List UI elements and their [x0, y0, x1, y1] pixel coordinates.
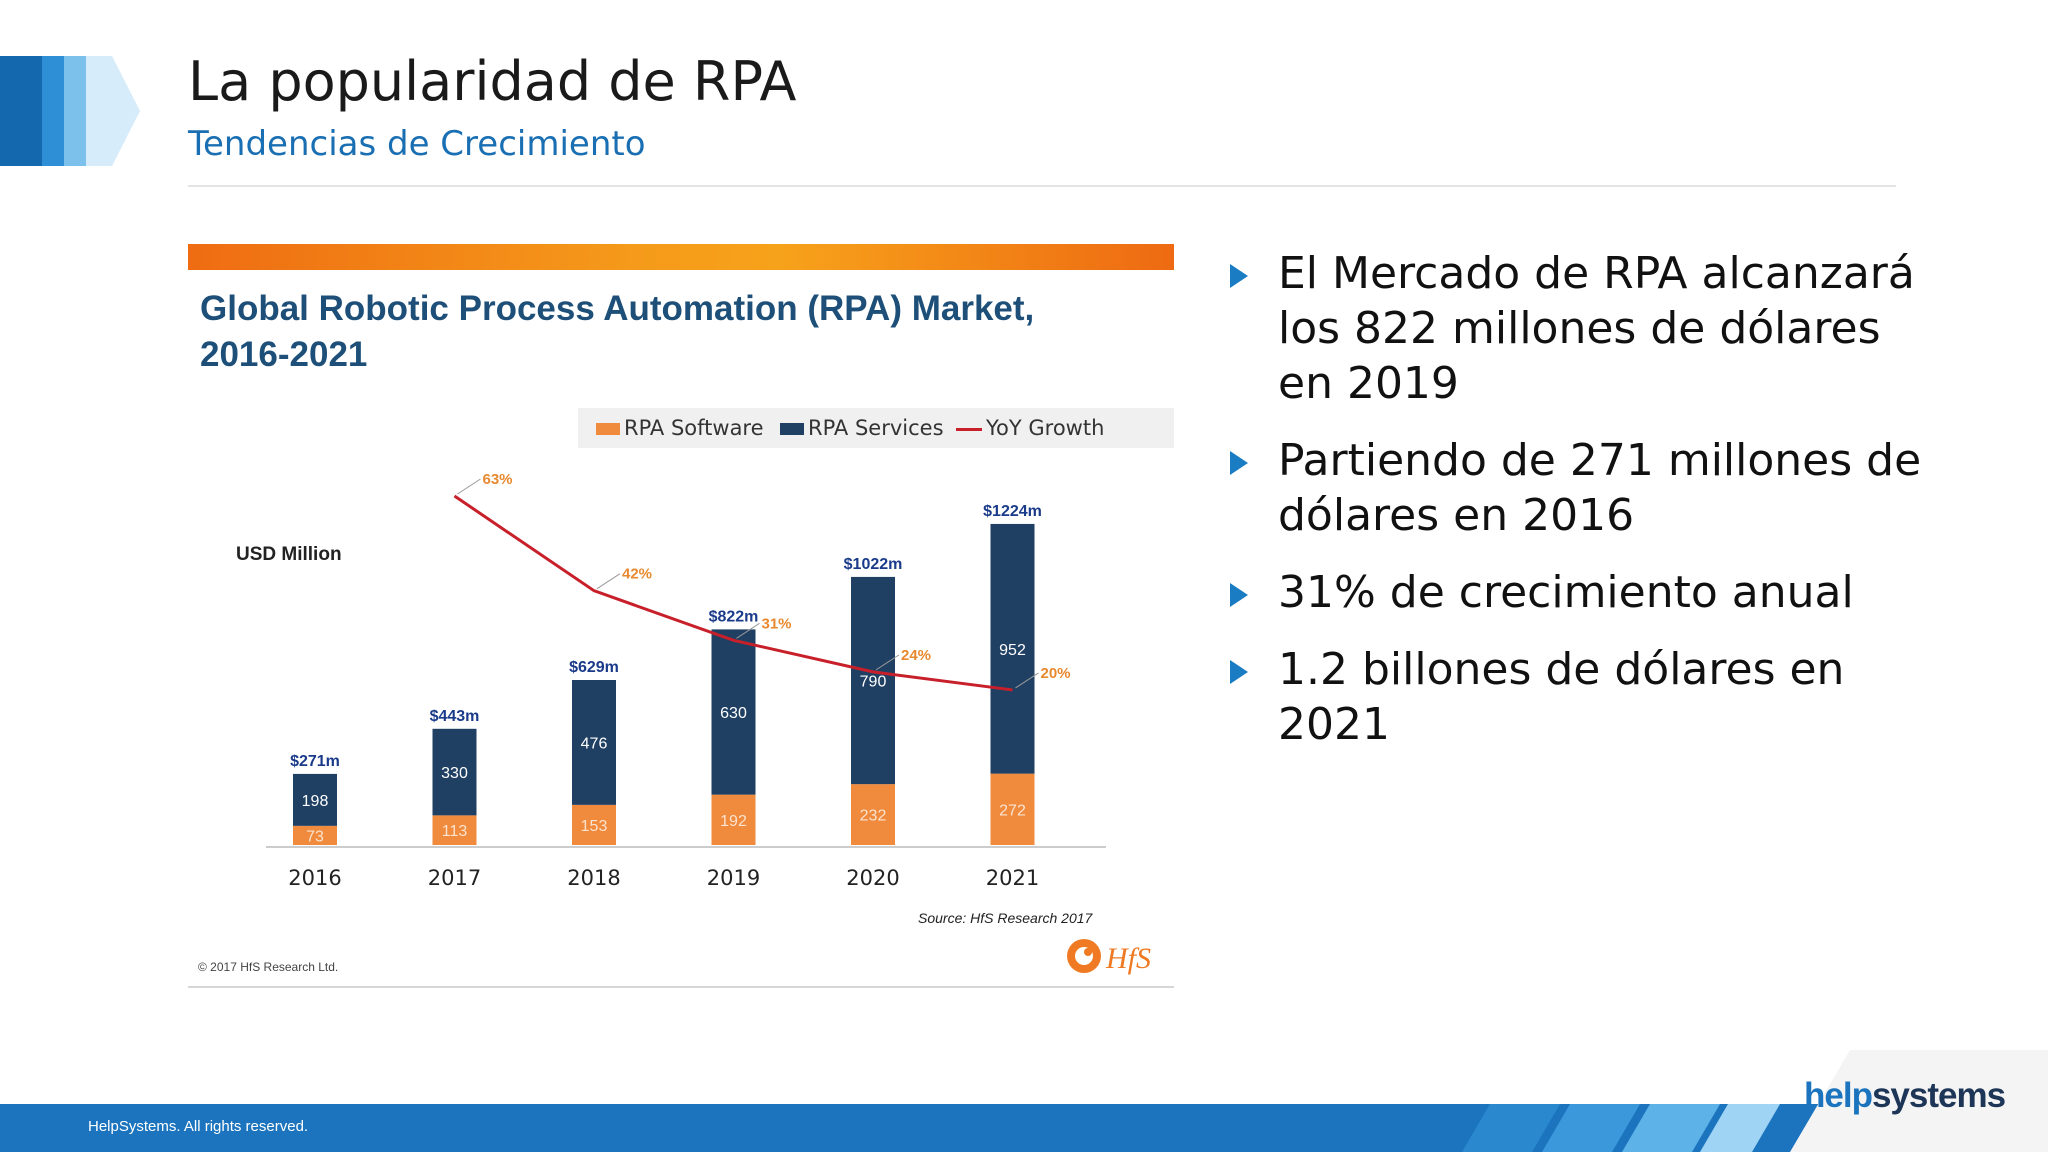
growth-leader-2018 — [596, 573, 621, 590]
growth-leader-2021 — [1015, 672, 1039, 689]
hfs-logo: HfS — [1067, 939, 1151, 975]
rpa-market-chart: Global Robotic Process Automation (RPA) … — [188, 244, 1174, 988]
growth-leader-2017 — [457, 478, 481, 495]
legend-swatch-services — [780, 423, 804, 435]
chart-legend: RPA Software RPA Services YoY Growth — [578, 408, 1174, 448]
bullet-arrow-icon — [1230, 583, 1248, 607]
chart-plot: 73 198 $271m 2016 113 330 $443m 2017 153 476 $629m… — [266, 471, 1106, 890]
growth-leader-2020 — [875, 654, 900, 671]
bar-services-2021 — [990, 523, 1035, 774]
data-label-software-2017: 113 — [442, 823, 468, 840]
data-label-software-2018: 153 — [581, 818, 608, 835]
legend-item-growth: YoY Growth — [956, 416, 1104, 440]
bullet-item: 1.2 billones de dólares en 2021 — [1230, 642, 1930, 752]
growth-label-2021: 20% — [1041, 665, 1071, 682]
bar-software-2021 — [990, 773, 1035, 845]
data-label-software-2021: 272 — [999, 802, 1026, 819]
header-divider — [188, 185, 1896, 187]
total-label-2017: $443m — [430, 708, 480, 725]
bullet-list: El Mercado de RPA alcanzará los 822 mill… — [1230, 246, 1930, 774]
data-label-services-2020: 790 — [860, 674, 887, 691]
data-label-services-2019: 630 — [720, 705, 747, 722]
x-tick-label-2016: 2016 — [288, 866, 341, 890]
growth-label-2017: 63% — [483, 471, 513, 488]
bar-services-2016 — [293, 773, 337, 826]
bullet-arrow-icon — [1230, 264, 1248, 288]
data-label-software-2019: 192 — [720, 813, 747, 830]
x-tick-label-2020: 2020 — [846, 866, 899, 890]
bar-software-2019 — [711, 794, 756, 845]
total-label-2019: $822m — [709, 608, 759, 625]
data-label-services-2021: 952 — [999, 642, 1026, 659]
bar-services-2019 — [711, 629, 756, 795]
logo-systems-text: systems — [1871, 1076, 2006, 1115]
bullet-item: 31% de crecimiento anual — [1230, 565, 1930, 620]
growth-label-2020: 24% — [901, 647, 931, 664]
bullet-text: El Mercado de RPA alcanzará los 822 mill… — [1278, 248, 1915, 409]
bullet-arrow-icon — [1230, 451, 1248, 475]
bullet-text: 31% de crecimiento anual — [1278, 567, 1854, 618]
total-label-2020: $1022m — [844, 556, 903, 573]
total-label-2018: $629m — [569, 659, 619, 676]
bullet-arrow-icon — [1230, 660, 1248, 684]
bar-software-2017 — [432, 815, 477, 845]
growth-leader-2019 — [736, 622, 760, 639]
bar-software-2016 — [293, 825, 337, 845]
chart-banner-stripe — [188, 244, 1174, 270]
bar-services-2017 — [432, 728, 477, 816]
chart-heading-line1: Global Robotic Process Automation (RPA) … — [200, 289, 1035, 328]
svg-text:HfS: HfS — [1105, 942, 1151, 975]
chart-source: Source: HfS Research 2017 — [918, 910, 1093, 926]
chart-heading: Global Robotic Process Automation (RPA) … — [200, 286, 1160, 378]
bar-services-2018 — [572, 680, 616, 805]
helpsystems-logo: helpsystems — [1804, 1076, 2006, 1116]
bullet-text: 1.2 billones de dólares en 2021 — [1278, 644, 1845, 750]
footer-decoration — [1462, 1050, 2048, 1152]
total-label-2016: $271m — [290, 753, 340, 770]
footer-rights: HelpSystems. All rights reserved. — [88, 1118, 309, 1135]
bullet-text: Partiendo de 271 millones de dólares en … — [1278, 435, 1922, 541]
bar-software-2018 — [572, 804, 616, 845]
legend-label-growth: YoY Growth — [986, 416, 1105, 440]
data-label-services-2017: 330 — [441, 765, 468, 782]
bullet-item: Partiendo de 271 millones de dólares en … — [1230, 433, 1930, 543]
y-unit-label: USD Million — [236, 544, 342, 565]
page-title: La popularidad de RPA — [188, 50, 797, 113]
total-label-2021: $1224m — [983, 503, 1042, 520]
x-tick-label-2021: 2021 — [986, 866, 1039, 890]
growth-label-2019: 31% — [762, 615, 792, 632]
growth-label-2018: 42% — [622, 566, 652, 583]
legend-line-growth — [956, 427, 982, 431]
bar-software-2020 — [851, 784, 895, 845]
legend-label-services: RPA Services — [808, 416, 944, 440]
legend-item-software: RPA Software — [596, 416, 764, 440]
legend-item-services: RPA Services — [780, 416, 944, 440]
chart-copyright: © 2017 HfS Research Ltd. — [198, 960, 339, 974]
x-tick-label-2017: 2017 — [428, 866, 481, 890]
header-accent-graphic — [0, 56, 140, 166]
data-label-software-2020: 232 — [860, 808, 887, 825]
chart-heading-line2: 2016-2021 — [200, 335, 368, 374]
page-subtitle: Tendencias de Crecimiento — [188, 124, 646, 164]
x-tick-label-2018: 2018 — [567, 866, 620, 890]
x-tick-label-2019: 2019 — [707, 866, 760, 890]
legend-label-software: RPA Software — [624, 416, 764, 440]
logo-help-text: help — [1804, 1076, 1873, 1115]
yoy-growth-line — [453, 494, 1013, 692]
legend-swatch-software — [596, 423, 620, 435]
data-label-services-2018: 476 — [581, 735, 608, 752]
bullet-item: El Mercado de RPA alcanzará los 822 mill… — [1230, 246, 1930, 411]
data-label-services-2016: 198 — [302, 793, 329, 810]
data-label-software-2016: 73 — [306, 828, 324, 845]
bar-services-2020 — [851, 576, 895, 785]
